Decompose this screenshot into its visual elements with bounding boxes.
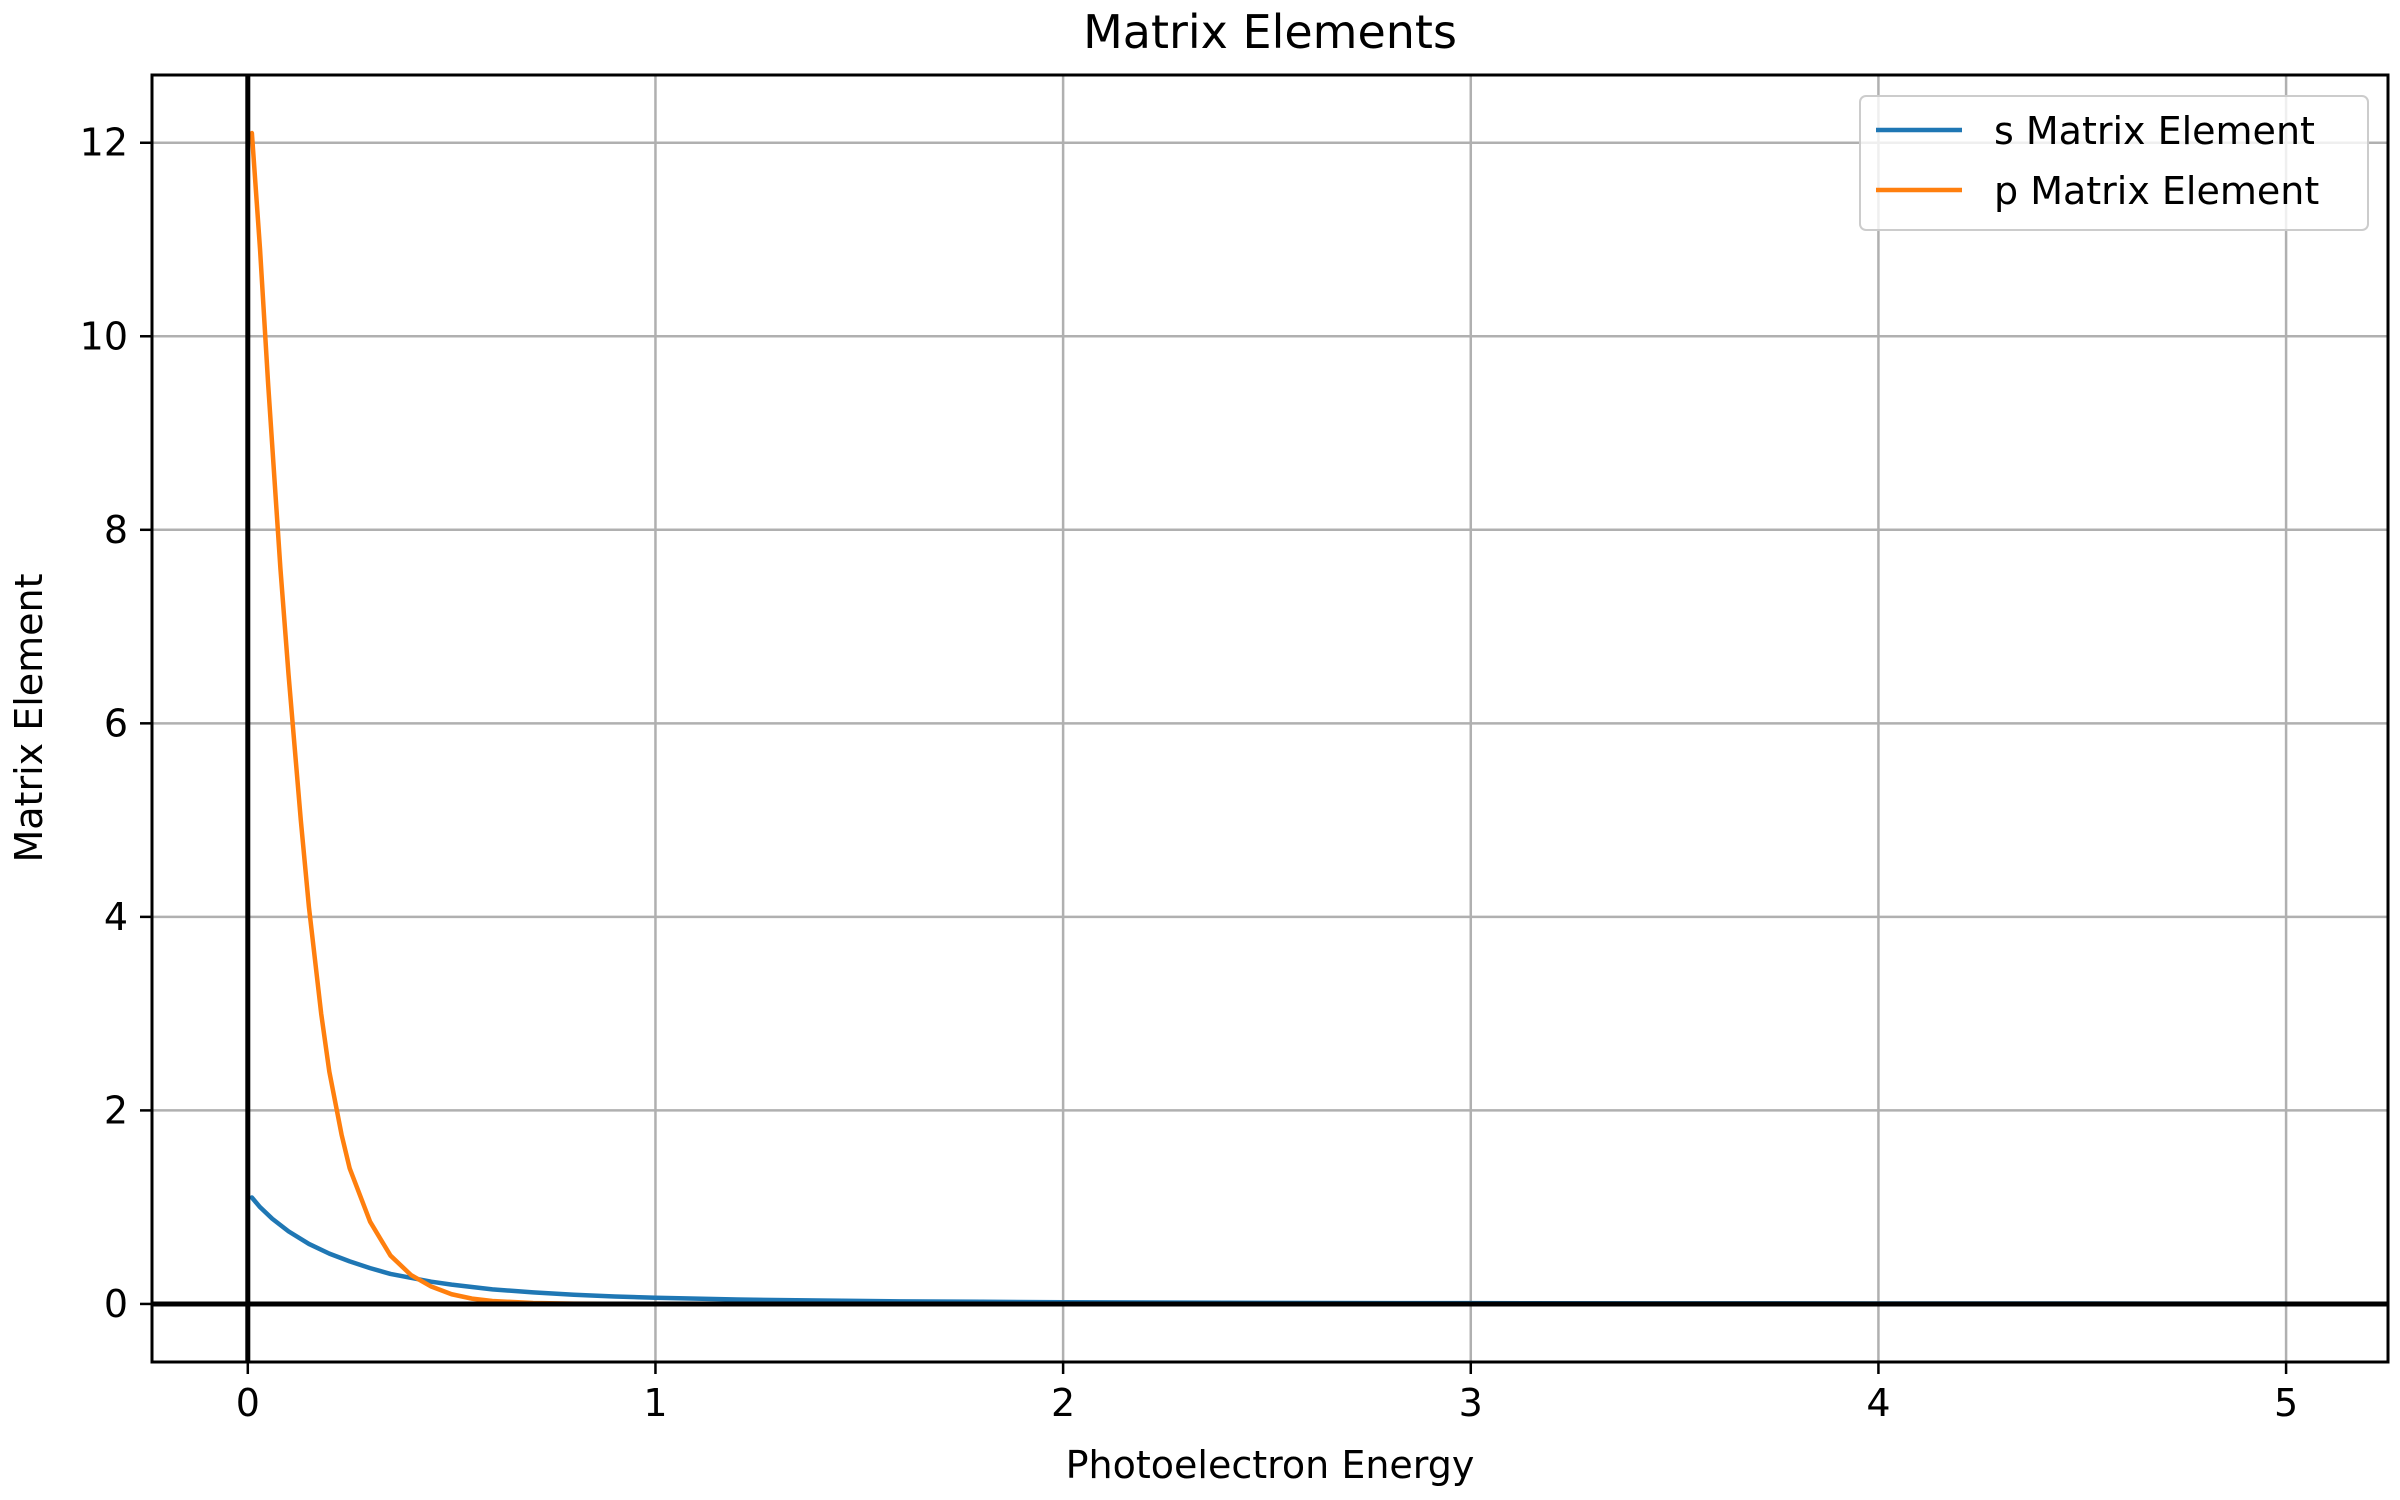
legend-label-p: p Matrix Element [1994, 169, 2319, 213]
x-tick-label: 2 [1051, 1381, 1075, 1425]
series-lines [249, 130, 2289, 1307]
y-tick-label: 2 [104, 1088, 128, 1132]
y-tick-label: 6 [104, 701, 128, 745]
x-tick-label: 4 [1866, 1381, 1890, 1425]
x-tick-label: 3 [1459, 1381, 1483, 1425]
plot-frame [150, 73, 2390, 1364]
y-tick-label: 4 [104, 895, 128, 939]
reference-lines [152, 75, 2388, 1362]
grid [152, 75, 2388, 1362]
x-axis-label: Photoelectron Energy [1066, 1443, 1475, 1487]
y-tick-label: 8 [104, 508, 128, 552]
y-tick-label: 12 [80, 121, 128, 165]
x-tick-label: 0 [236, 1381, 260, 1425]
chart-title: Matrix Elements [1083, 5, 1457, 59]
x-tick-label: 5 [2274, 1381, 2298, 1425]
series-line-s [249, 1195, 2289, 1306]
legend-label-s: s Matrix Element [1994, 109, 2315, 153]
y-tick-label: 0 [104, 1282, 128, 1326]
x-tick-label: 1 [643, 1381, 667, 1425]
series-line-p [249, 130, 2289, 1307]
y-tick-label: 10 [80, 314, 128, 358]
legend: s Matrix Element p Matrix Element [1859, 95, 2369, 231]
legend-box [1859, 95, 2369, 231]
y-axis-label: Matrix Element [7, 573, 51, 862]
